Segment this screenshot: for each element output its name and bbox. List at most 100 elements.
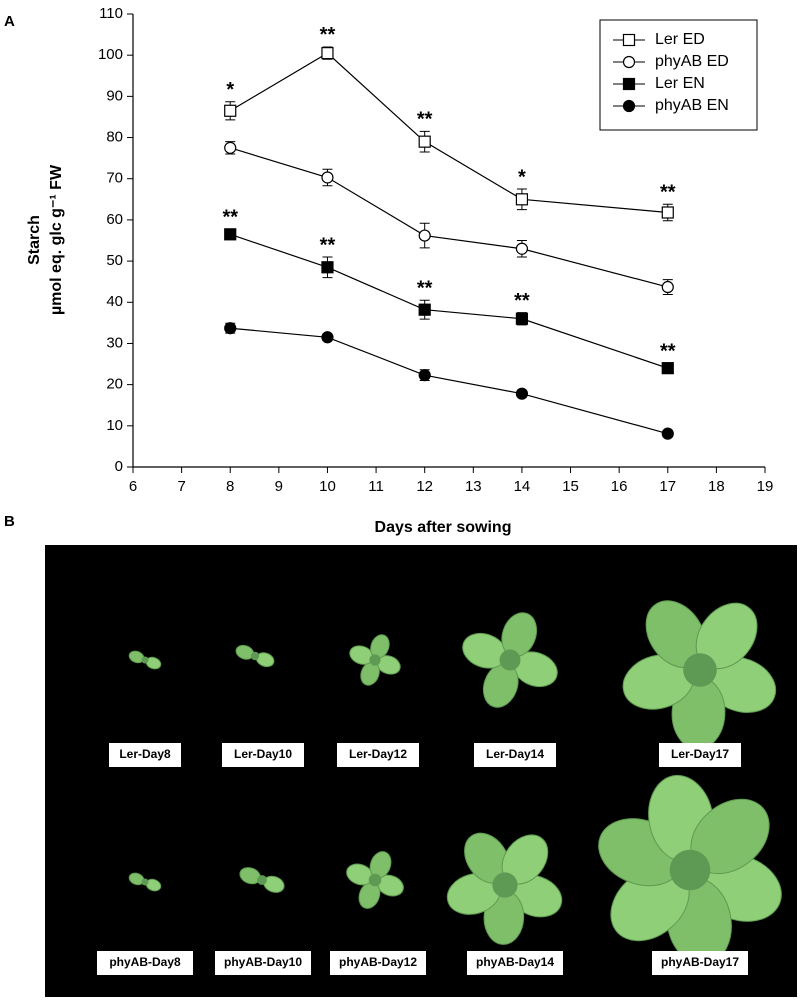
legend-label: phyAB EN — [655, 97, 729, 114]
data-point — [224, 228, 237, 241]
significance-label: ** — [660, 182, 676, 204]
photo-label: Ler-Day17 — [671, 747, 729, 761]
x-tick-label: 7 — [177, 478, 185, 495]
photo-label-box — [97, 951, 193, 975]
y-tick-label: 110 — [99, 5, 123, 22]
y-tick-label: 10 — [106, 417, 123, 434]
data-point — [321, 331, 334, 344]
rosette-center — [368, 873, 382, 887]
photo-label-box — [330, 951, 426, 975]
rosette-center — [492, 872, 518, 898]
x-tick-label: 11 — [368, 478, 384, 495]
photo-label-box — [215, 951, 311, 975]
y-tick-label: 100 — [98, 46, 123, 63]
y-tick-label: 70 — [106, 170, 123, 187]
significance-label: ** — [660, 341, 676, 363]
data-point — [418, 135, 431, 148]
data-point — [224, 141, 237, 154]
rosette-center — [669, 849, 711, 891]
x-tick-label: 14 — [514, 478, 531, 495]
legend-label: Ler ED — [655, 31, 705, 48]
legend-marker — [622, 77, 636, 91]
data-point — [321, 261, 334, 274]
data-point — [515, 387, 529, 400]
x-tick-label: 19 — [757, 478, 774, 495]
data-point — [515, 193, 529, 206]
significance-label: ** — [320, 24, 336, 46]
photo-label: phyAB-Day14 — [476, 955, 554, 969]
photo-label: Ler-Day8 — [119, 747, 171, 761]
significance-label: ** — [514, 290, 530, 312]
photo-label: phyAB-Day17 — [661, 955, 739, 969]
x-tick-label: 12 — [416, 478, 433, 495]
x-tick-label: 13 — [465, 478, 482, 495]
data-point — [418, 229, 431, 242]
y-tick-label: 80 — [106, 129, 123, 146]
data-point — [224, 322, 237, 335]
y-tick-label: 60 — [106, 211, 123, 228]
x-tick-label: 15 — [562, 478, 579, 495]
rosette-center — [141, 656, 149, 664]
data-point — [418, 369, 431, 382]
x-tick-label: 8 — [226, 478, 234, 495]
photo-label: Ler-Day14 — [486, 747, 544, 761]
significance-label: ** — [417, 277, 433, 299]
legend-label: phyAB ED — [655, 53, 729, 70]
y-axis-label: µmol eq. glc g⁻¹ FW — [48, 164, 65, 315]
panel-label: A — [4, 13, 15, 30]
data-point — [515, 312, 529, 325]
significance-label: * — [226, 79, 234, 101]
y-tick-label: 0 — [115, 458, 123, 475]
significance-label: ** — [417, 109, 433, 131]
series-line — [230, 327, 668, 435]
rosette-center — [250, 651, 260, 661]
photo-label: phyAB-Day8 — [109, 955, 181, 969]
data-point — [321, 171, 334, 184]
panel-label: B — [4, 513, 15, 530]
significance-label: ** — [320, 234, 336, 256]
data-point — [661, 280, 674, 294]
data-point — [321, 47, 334, 60]
photo-label: Ler-Day10 — [234, 747, 292, 761]
data-point — [661, 427, 674, 440]
rosette-center — [683, 653, 717, 687]
data-point — [515, 242, 529, 255]
x-axis-label: Days after sowing — [375, 519, 512, 536]
y-tick-label: 40 — [106, 293, 123, 310]
y-tick-label: 30 — [106, 334, 123, 351]
rosette-center — [499, 649, 521, 671]
x-tick-label: 17 — [659, 478, 676, 495]
data-point — [224, 104, 237, 117]
photo-label-box — [659, 743, 741, 767]
legend-marker — [622, 99, 636, 113]
rosette-center — [257, 875, 267, 885]
rosette-center — [141, 878, 149, 886]
rosette-center — [369, 654, 381, 666]
x-tick-label: 18 — [708, 478, 725, 495]
y-tick-label: 50 — [106, 252, 123, 269]
significance-label: * — [518, 166, 526, 188]
x-tick-label: 10 — [319, 478, 336, 495]
photo-label-box — [337, 743, 419, 767]
data-point — [661, 206, 674, 219]
x-tick-label: 16 — [611, 478, 628, 495]
significance-label: ** — [222, 207, 238, 229]
y-axis-label: Starch — [26, 215, 43, 265]
legend-marker — [622, 55, 636, 69]
data-point — [661, 362, 674, 375]
photo-label-box — [652, 951, 748, 975]
photo-label-box — [467, 951, 563, 975]
photo-label: Ler-Day12 — [349, 747, 407, 761]
series-line — [230, 147, 668, 288]
data-point — [418, 303, 431, 316]
legend-marker — [622, 33, 636, 47]
photo-label: phyAB-Day10 — [224, 955, 302, 969]
x-tick-label: 6 — [129, 478, 137, 495]
photo-label: phyAB-Day12 — [339, 955, 417, 969]
y-tick-label: 90 — [106, 87, 123, 104]
legend-label: Ler EN — [655, 75, 705, 92]
photo-label-box — [222, 743, 304, 767]
photo-label-box — [109, 743, 181, 767]
series-line — [230, 233, 668, 369]
